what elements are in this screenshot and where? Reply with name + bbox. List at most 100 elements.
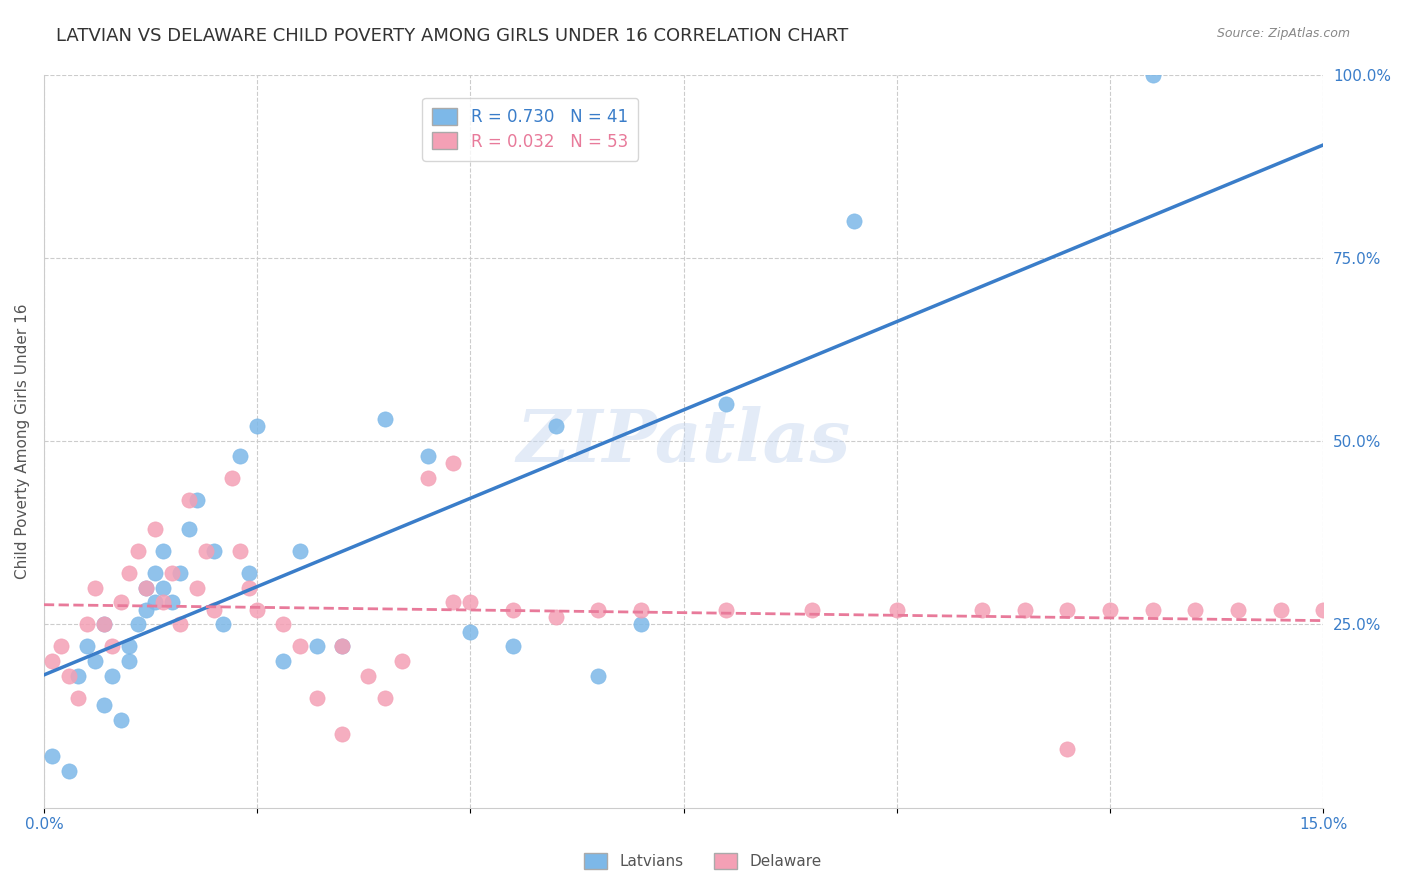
- Point: [186, 581, 208, 595]
- Point: [169, 617, 191, 632]
- Point: [58, 764, 80, 778]
- Point: [238, 566, 260, 580]
- Point: [800, 603, 823, 617]
- Point: [177, 492, 200, 507]
- Point: [76, 640, 98, 654]
- Point: [588, 669, 610, 683]
- Point: [101, 669, 124, 683]
- Point: [66, 669, 89, 683]
- Point: [1056, 603, 1078, 617]
- Point: [374, 412, 396, 426]
- Point: [110, 595, 132, 609]
- Y-axis label: Child Poverty Among Girls Under 16: Child Poverty Among Girls Under 16: [15, 303, 30, 579]
- Point: [246, 419, 269, 434]
- Legend: R = 0.730   N = 41, R = 0.032   N = 53: R = 0.730 N = 41, R = 0.032 N = 53: [422, 97, 638, 161]
- Point: [93, 617, 115, 632]
- Point: [66, 690, 89, 705]
- Point: [288, 544, 311, 558]
- Point: [143, 566, 166, 580]
- Point: [332, 640, 354, 654]
- Point: [544, 419, 567, 434]
- Point: [441, 456, 464, 470]
- Point: [374, 690, 396, 705]
- Point: [76, 617, 98, 632]
- Point: [1056, 742, 1078, 756]
- Point: [221, 471, 243, 485]
- Point: [49, 640, 72, 654]
- Point: [160, 566, 183, 580]
- Text: Source: ZipAtlas.com: Source: ZipAtlas.com: [1216, 27, 1350, 40]
- Point: [127, 617, 149, 632]
- Point: [441, 595, 464, 609]
- Point: [716, 603, 738, 617]
- Point: [391, 654, 413, 668]
- Point: [332, 640, 354, 654]
- Point: [118, 654, 141, 668]
- Point: [1099, 603, 1122, 617]
- Point: [152, 581, 174, 595]
- Point: [271, 617, 294, 632]
- Point: [716, 397, 738, 411]
- Point: [229, 449, 252, 463]
- Point: [1270, 603, 1292, 617]
- Point: [110, 713, 132, 727]
- Point: [212, 617, 235, 632]
- Point: [229, 544, 252, 558]
- Point: [1142, 68, 1164, 82]
- Point: [143, 522, 166, 536]
- Point: [93, 698, 115, 712]
- Point: [169, 566, 191, 580]
- Point: [416, 471, 439, 485]
- Point: [357, 669, 380, 683]
- Point: [972, 603, 994, 617]
- Point: [544, 610, 567, 624]
- Point: [1184, 603, 1206, 617]
- Point: [271, 654, 294, 668]
- Point: [630, 617, 652, 632]
- Point: [186, 492, 208, 507]
- Point: [1227, 603, 1250, 617]
- Point: [416, 449, 439, 463]
- Point: [152, 544, 174, 558]
- Point: [135, 603, 157, 617]
- Point: [1014, 603, 1036, 617]
- Point: [630, 603, 652, 617]
- Point: [588, 603, 610, 617]
- Point: [194, 544, 217, 558]
- Point: [246, 603, 269, 617]
- Point: [41, 654, 63, 668]
- Point: [305, 690, 328, 705]
- Point: [84, 654, 107, 668]
- Text: ZIPatlas: ZIPatlas: [516, 406, 851, 476]
- Point: [460, 595, 482, 609]
- Point: [1142, 603, 1164, 617]
- Point: [160, 595, 183, 609]
- Point: [886, 603, 908, 617]
- Point: [118, 640, 141, 654]
- Point: [84, 581, 107, 595]
- Text: LATVIAN VS DELAWARE CHILD POVERTY AMONG GIRLS UNDER 16 CORRELATION CHART: LATVIAN VS DELAWARE CHILD POVERTY AMONG …: [56, 27, 848, 45]
- Point: [204, 603, 226, 617]
- Point: [118, 566, 141, 580]
- Point: [502, 603, 524, 617]
- Point: [238, 581, 260, 595]
- Point: [305, 640, 328, 654]
- Legend: Latvians, Delaware: Latvians, Delaware: [578, 847, 828, 875]
- Point: [58, 669, 80, 683]
- Point: [101, 640, 124, 654]
- Point: [135, 581, 157, 595]
- Point: [177, 522, 200, 536]
- Point: [1312, 603, 1334, 617]
- Point: [460, 624, 482, 639]
- Point: [127, 544, 149, 558]
- Point: [41, 749, 63, 764]
- Point: [143, 595, 166, 609]
- Point: [332, 727, 354, 741]
- Point: [502, 640, 524, 654]
- Point: [152, 595, 174, 609]
- Point: [288, 640, 311, 654]
- Point: [93, 617, 115, 632]
- Point: [135, 581, 157, 595]
- Point: [204, 544, 226, 558]
- Point: [844, 214, 866, 228]
